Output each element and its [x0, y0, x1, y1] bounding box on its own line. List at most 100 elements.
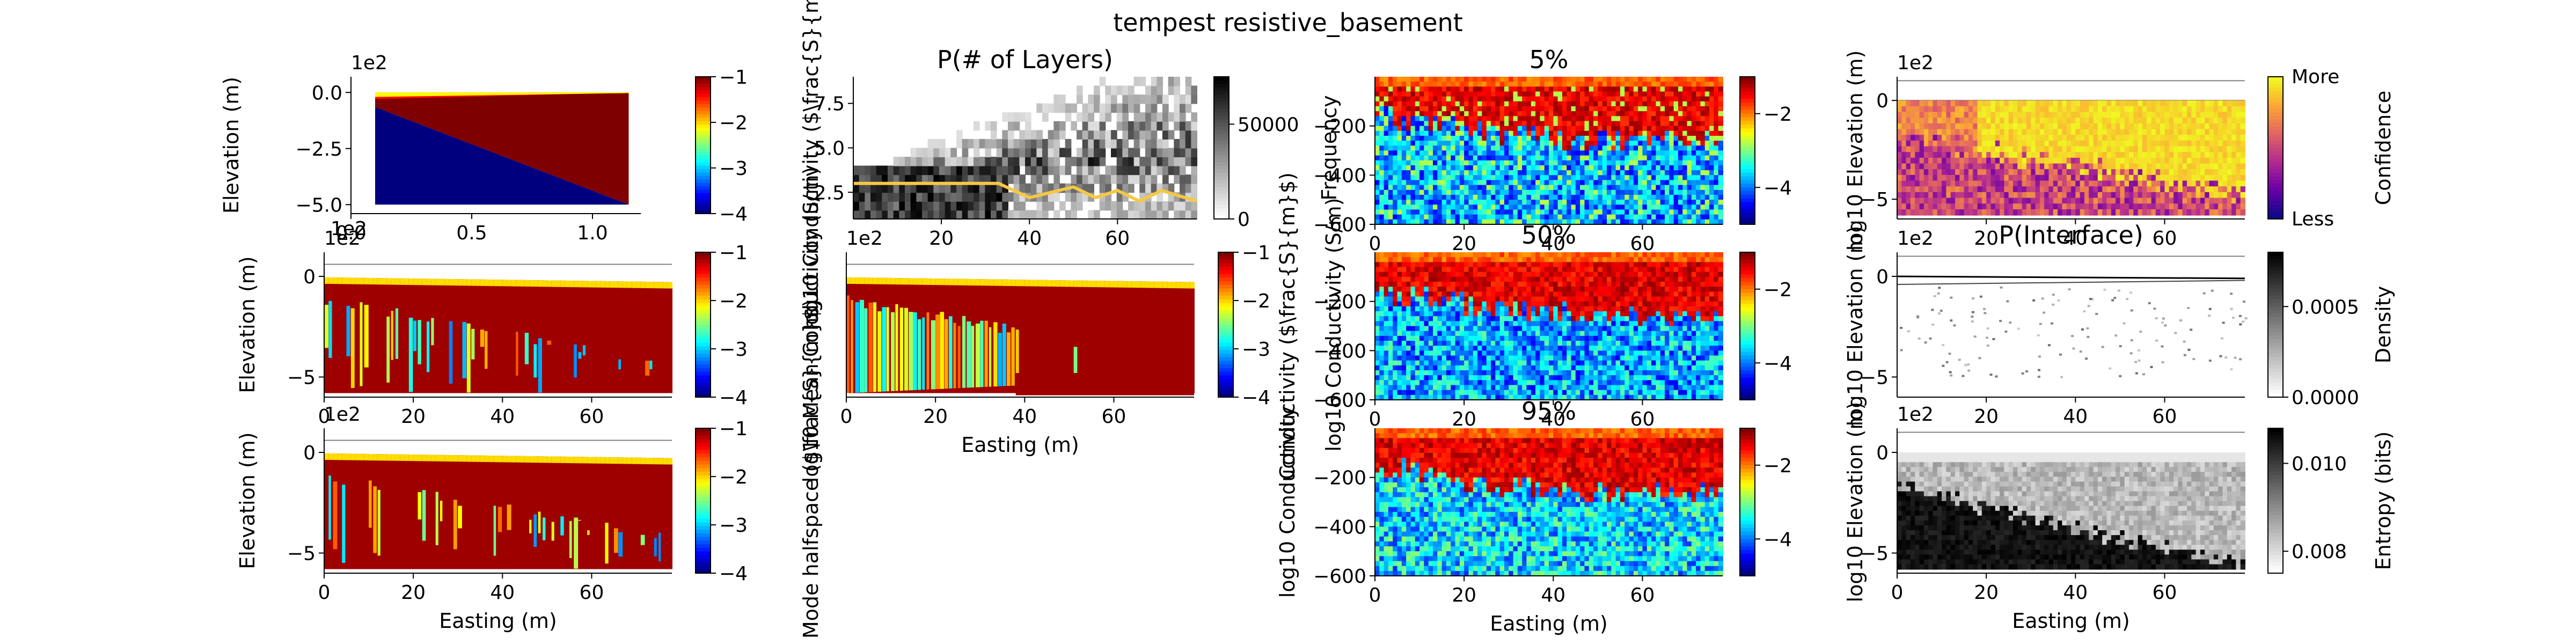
p50-cell	[1557, 301, 1563, 307]
p5-cell	[1495, 121, 1501, 127]
p50-cell	[1486, 306, 1491, 312]
p50-cell	[1593, 282, 1599, 288]
p50-cell	[1384, 296, 1389, 302]
p5-cell	[1459, 130, 1465, 136]
p5-cell	[1375, 170, 1380, 176]
p50-cell	[1415, 287, 1421, 292]
p5-cell	[1709, 175, 1715, 181]
p50-cell	[1553, 316, 1558, 322]
p5-cell	[1714, 111, 1719, 117]
p5-cell	[1526, 195, 1532, 201]
p50-cell	[1393, 272, 1398, 277]
p5-cell	[1468, 185, 1474, 191]
p5-cell	[1638, 214, 1643, 220]
p50-cell	[1513, 252, 1518, 258]
p5-cell	[1531, 165, 1536, 171]
p5-cell	[1704, 101, 1710, 107]
p50-cell	[1495, 360, 1501, 366]
p50-cell	[1509, 385, 1514, 391]
p5-cell	[1522, 160, 1527, 166]
p50-cell	[1589, 252, 1594, 258]
p50-cell	[1633, 380, 1639, 386]
p50-cell	[1379, 365, 1385, 371]
p50-cell	[1642, 326, 1648, 332]
p50-cell	[1557, 370, 1563, 376]
p5-cell	[1451, 145, 1456, 151]
p_layers-colorbar-cell	[1214, 162, 1229, 166]
p5-cell	[1562, 195, 1568, 201]
p5-cell	[1406, 185, 1411, 191]
p50-cell	[1486, 331, 1491, 336]
p50-cell	[1410, 257, 1416, 263]
p50-cell	[1526, 365, 1532, 371]
p50-cell	[1509, 360, 1514, 366]
p5-cell	[1575, 214, 1581, 220]
p50-cell	[1509, 252, 1514, 258]
p50-cell	[1406, 355, 1411, 361]
p5-cell	[1571, 91, 1576, 97]
p50-cell	[1504, 272, 1510, 277]
p-layers-cell	[870, 201, 877, 211]
p5-colorbar-cell	[1740, 180, 1755, 185]
p5-cell	[1535, 82, 1541, 87]
p-layers-cell	[1139, 112, 1146, 122]
p50-cell	[1393, 257, 1398, 263]
p50-cell	[1491, 296, 1496, 302]
p5-colorbar-cell	[1740, 91, 1755, 96]
p50-cell	[1499, 365, 1505, 371]
p50-cell	[1531, 301, 1536, 307]
p50-cell	[1589, 287, 1594, 292]
p5-cell	[1665, 101, 1670, 107]
p5-title: 5%	[1529, 45, 1569, 74]
p50-cell	[1379, 385, 1385, 391]
p50-cell	[1424, 370, 1429, 376]
p5-cell	[1553, 204, 1558, 210]
p50-cell	[1419, 331, 1425, 336]
p50-cell	[1557, 331, 1563, 336]
p50-cell	[1504, 370, 1510, 376]
p5-cell	[1580, 219, 1585, 225]
p5-cell	[1504, 150, 1510, 156]
p-layers-cell	[916, 201, 923, 211]
p5-cell	[1473, 145, 1479, 151]
p5-cell	[1646, 170, 1652, 176]
p5-cell	[1544, 82, 1549, 87]
p5-cell	[1593, 136, 1599, 142]
p50-cell	[1464, 390, 1469, 396]
p5-cell	[1562, 160, 1568, 166]
p5-cell	[1393, 126, 1398, 131]
p50-cell	[1517, 380, 1523, 386]
p5-cell	[1687, 204, 1692, 210]
p5-cell	[1678, 121, 1684, 127]
p5-cell	[1406, 200, 1411, 206]
p5-cell	[1446, 82, 1452, 87]
p50-cell	[1441, 257, 1447, 263]
p5-cell	[1642, 126, 1648, 131]
p5-cell	[1700, 209, 1706, 215]
p50-cell	[1393, 262, 1398, 268]
p5-cell	[1589, 101, 1594, 107]
p5-cell	[1473, 96, 1479, 102]
p5-cell	[1419, 91, 1425, 97]
p50-cell	[1607, 370, 1612, 376]
p5-cell	[1629, 116, 1634, 122]
p50-cell	[1598, 394, 1603, 400]
p5-cell	[1682, 214, 1688, 220]
p5-cell	[1571, 121, 1576, 127]
p5-cell	[1602, 165, 1607, 171]
p5-cell	[1642, 91, 1648, 97]
p5-cell	[1473, 86, 1479, 92]
p5-cell	[1379, 111, 1385, 117]
p50-cell	[1455, 276, 1460, 282]
p5-cell	[1540, 195, 1545, 201]
p5-cell	[1611, 130, 1616, 136]
p-layers-cell	[1008, 174, 1014, 184]
p50-cell	[1504, 291, 1510, 297]
p5-cell	[1562, 130, 1568, 136]
p50-cell	[1593, 276, 1599, 282]
p5-cell	[1646, 141, 1652, 147]
p5-colorbar-tick-label: −4	[1763, 177, 1792, 199]
p5-cell	[1580, 77, 1585, 83]
p50-cell	[1571, 252, 1576, 258]
p-layers-cell	[1168, 201, 1175, 211]
